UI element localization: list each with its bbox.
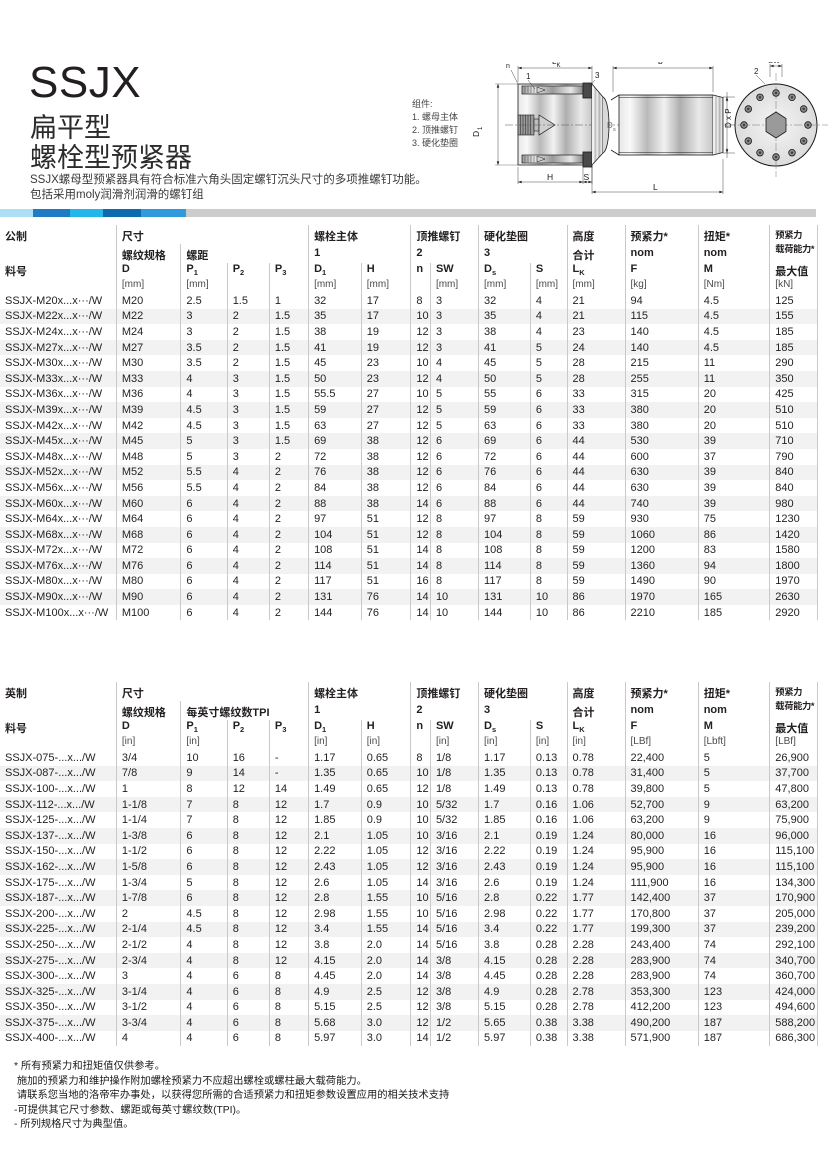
svg-text:b: b xyxy=(658,62,663,66)
svg-text:D x P: D x P xyxy=(724,108,733,128)
svg-text:1: 1 xyxy=(526,72,531,81)
svg-text:2: 2 xyxy=(754,67,759,76)
svg-text:s: s xyxy=(613,127,616,133)
svg-text:D: D xyxy=(471,131,481,137)
svg-text:1: 1 xyxy=(478,126,484,130)
svg-text:3: 3 xyxy=(595,71,600,80)
svg-text:S: S xyxy=(584,172,590,182)
svg-text:n: n xyxy=(506,63,510,70)
svg-text:H: H xyxy=(547,172,553,182)
svg-text:SW: SW xyxy=(768,62,781,65)
svg-text:L: L xyxy=(653,182,658,192)
